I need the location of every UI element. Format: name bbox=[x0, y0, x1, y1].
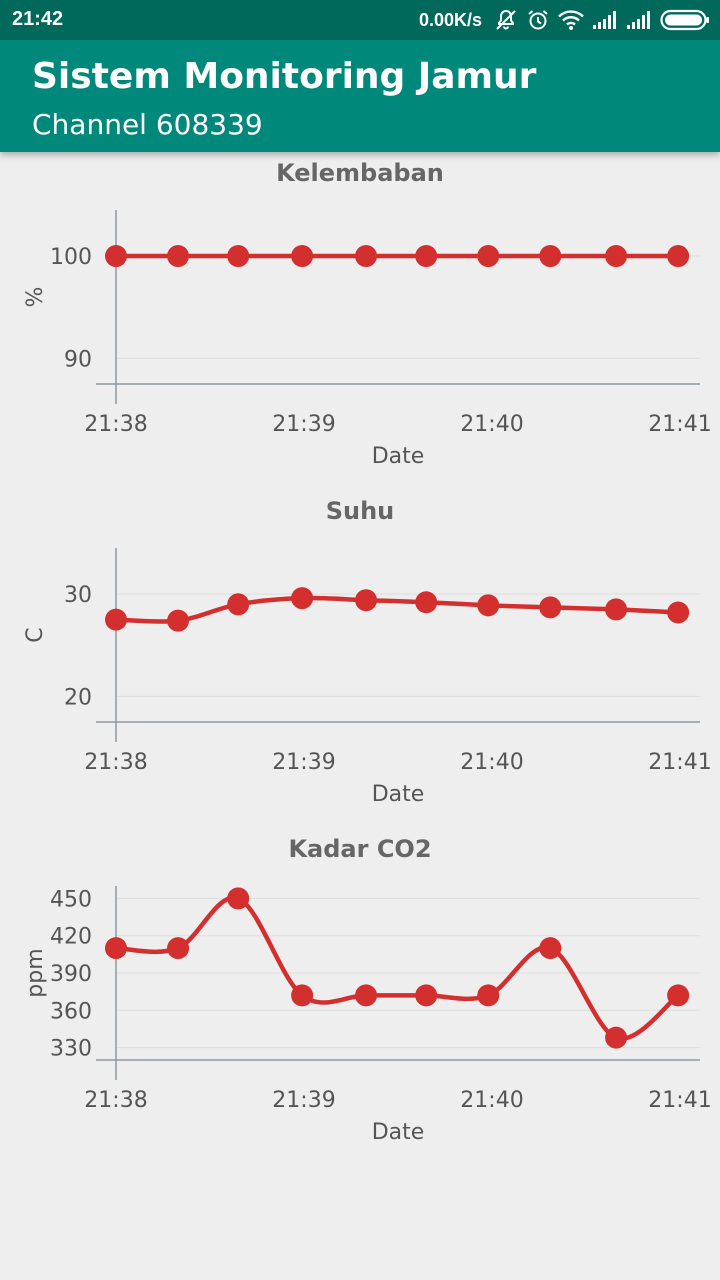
status-bar: 21:42 0.00K/s bbox=[0, 0, 720, 40]
x-tick-label: 21:38 bbox=[84, 412, 147, 437]
data-point[interactable] bbox=[415, 591, 438, 614]
x-tick-label: 21:41 bbox=[648, 750, 711, 775]
data-point[interactable] bbox=[415, 245, 438, 268]
x-axis-label: Date bbox=[372, 1120, 425, 1145]
data-point[interactable] bbox=[667, 601, 690, 624]
co2-chart: Kadar CO2 330 360 390 420 450 ppm 21:38 21:39 21:… bbox=[0, 828, 720, 1148]
data-point[interactable] bbox=[105, 937, 127, 960]
status-time: 21:42 bbox=[12, 8, 64, 30]
data-point[interactable] bbox=[355, 984, 378, 1007]
data-point[interactable] bbox=[355, 245, 378, 268]
temperature-chart: Suhu 20 30 C 21:38 21:39 21:40 21:41 Date bbox=[0, 490, 720, 810]
data-point[interactable] bbox=[605, 598, 628, 621]
x-tick-label: 21:41 bbox=[648, 412, 711, 437]
x-tick-label: 21:39 bbox=[272, 750, 335, 775]
channel-subtitle: Channel 608339 bbox=[32, 108, 263, 141]
y-tick-label: 420 bbox=[50, 925, 92, 950]
data-point[interactable] bbox=[667, 245, 690, 268]
battery-icon bbox=[660, 9, 709, 31]
data-point[interactable] bbox=[167, 937, 190, 960]
series-line bbox=[115, 595, 679, 624]
data-point[interactable] bbox=[167, 609, 190, 632]
data-point[interactable] bbox=[539, 937, 562, 960]
chart-title: Kadar CO2 bbox=[288, 835, 431, 863]
x-tick-label: 21:40 bbox=[460, 1088, 523, 1113]
data-point[interactable] bbox=[477, 594, 500, 617]
notification-muted-icon bbox=[496, 9, 516, 30]
humidity-chart: Kelembaban 90 100% 21:38 21:39 21:40 21:41 Date bbox=[0, 152, 720, 472]
data-point[interactable] bbox=[105, 245, 127, 268]
y-axis-label: C bbox=[23, 627, 48, 642]
y-tick-label: 360 bbox=[50, 999, 92, 1024]
y-tick-label: 20 bbox=[64, 685, 92, 710]
data-point[interactable] bbox=[291, 587, 314, 610]
chart-title: Suhu bbox=[326, 497, 395, 525]
chart-svg: Kelembaban 90 100% 21:38 21:39 21:40 21:41 Date bbox=[23, 159, 712, 469]
x-tick-label: 21:41 bbox=[648, 1088, 711, 1113]
data-point[interactable] bbox=[105, 608, 127, 631]
y-axis-label: ppm bbox=[23, 948, 48, 997]
y-tick-label: 100 bbox=[50, 245, 92, 270]
data-point[interactable] bbox=[605, 245, 628, 268]
signal-icon bbox=[627, 11, 650, 29]
x-tick-label: 21:40 bbox=[460, 412, 523, 437]
x-tick-label: 21:40 bbox=[460, 750, 523, 775]
data-point[interactable] bbox=[167, 245, 190, 268]
alarm-icon bbox=[528, 10, 548, 30]
x-tick-label: 21:38 bbox=[84, 1088, 147, 1113]
status-icons: 0.00K/s bbox=[419, 6, 710, 34]
y-tick-label: 390 bbox=[50, 962, 92, 987]
data-point[interactable] bbox=[539, 596, 562, 619]
data-point[interactable] bbox=[291, 245, 314, 268]
data-point[interactable] bbox=[605, 1026, 628, 1049]
data-point[interactable] bbox=[539, 245, 562, 268]
chart-title: Kelembaban bbox=[276, 159, 444, 187]
data-point[interactable] bbox=[227, 887, 250, 910]
y-tick-label: 330 bbox=[50, 1037, 92, 1062]
chart-svg: Kadar CO2 330 360 390 420 450 ppm 21:38 21:39 21:… bbox=[23, 835, 712, 1145]
data-point[interactable] bbox=[227, 593, 250, 616]
series-line bbox=[115, 895, 680, 1041]
data-point[interactable] bbox=[355, 589, 378, 612]
y-tick-label: 90 bbox=[64, 347, 92, 372]
chart-svg: Suhu 20 30 C 21:38 21:39 21:40 21:41 Date bbox=[23, 497, 712, 807]
data-point[interactable] bbox=[667, 984, 690, 1007]
signal-icon bbox=[593, 11, 616, 29]
x-axis-label: Date bbox=[372, 444, 425, 469]
x-tick-label: 21:39 bbox=[272, 412, 335, 437]
x-tick-label: 21:38 bbox=[84, 750, 147, 775]
data-point[interactable] bbox=[477, 984, 500, 1007]
app-bar: Sistem Monitoring Jamur Channel 608339 bbox=[0, 40, 720, 152]
y-tick-label: 450 bbox=[50, 887, 92, 912]
y-axis-label: % bbox=[23, 287, 48, 308]
app-title: Sistem Monitoring Jamur bbox=[32, 56, 537, 97]
x-axis-label: Date bbox=[372, 782, 425, 807]
data-point[interactable] bbox=[291, 984, 314, 1007]
data-point[interactable] bbox=[415, 984, 438, 1007]
data-point[interactable] bbox=[227, 245, 250, 268]
x-tick-label: 21:39 bbox=[272, 1088, 335, 1113]
data-point[interactable] bbox=[477, 245, 500, 268]
y-tick-label: 30 bbox=[64, 583, 92, 608]
network-speed: 0.00K/s bbox=[418, 9, 482, 30]
wifi-icon bbox=[558, 10, 584, 30]
